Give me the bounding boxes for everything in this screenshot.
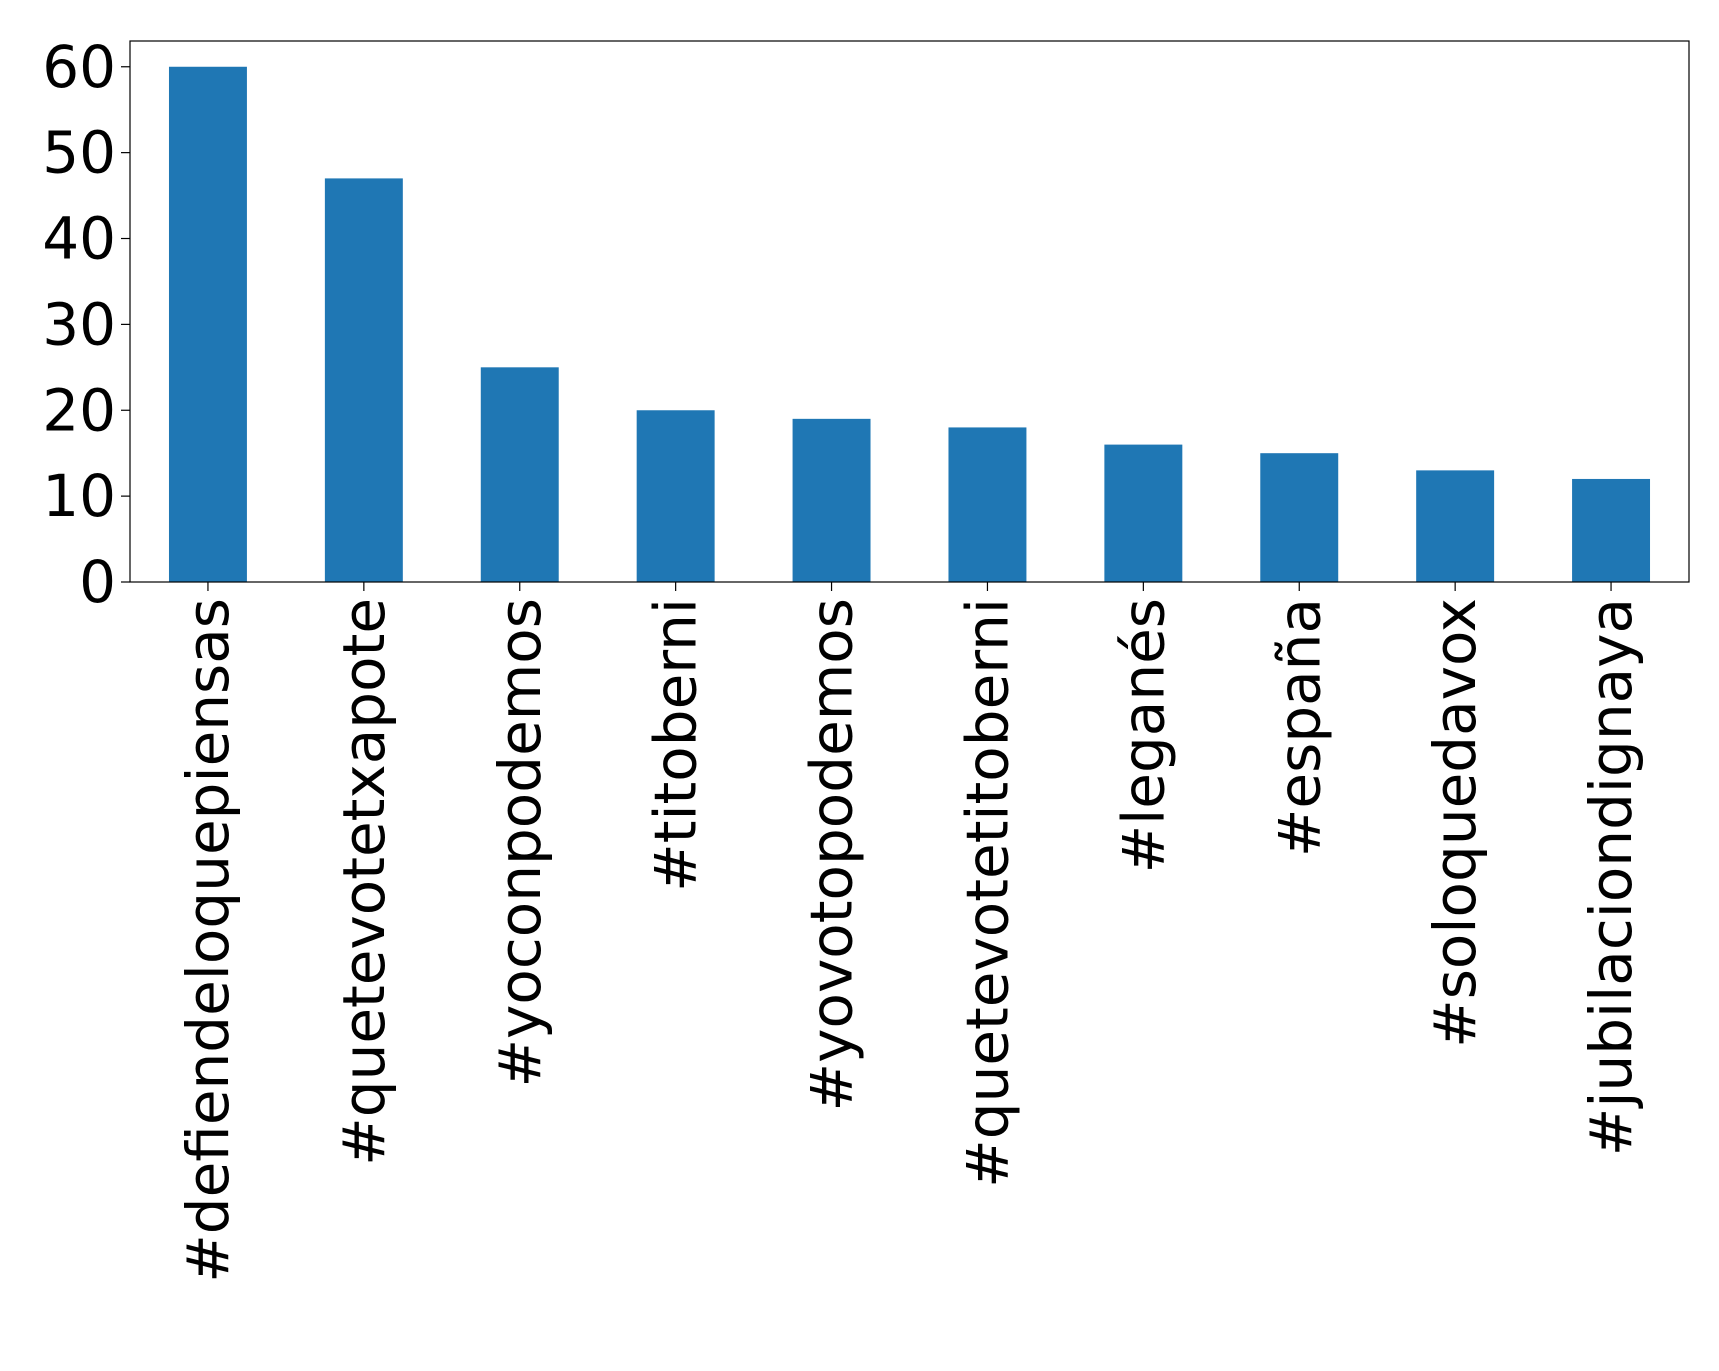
- y-tick-label-6: 60: [42, 33, 116, 101]
- bar-5: [948, 427, 1027, 582]
- x-tick-label-1: #quetevotetxapote: [330, 598, 398, 1166]
- x-tick-label-2: #yoconpodemos: [486, 598, 554, 1088]
- bars-layer: [168, 66, 1651, 582]
- y-tick-label-0: 0: [79, 548, 116, 616]
- x-tick-label-8: #soloquedavox: [1421, 598, 1489, 1048]
- bar-7: [1260, 453, 1339, 582]
- bar-9: [1572, 478, 1651, 582]
- y-axis-ticks: 0 10 20 30 40 50 60: [42, 33, 130, 616]
- bar-6: [1104, 444, 1183, 582]
- x-axis-ticks: #defiendeloquepiensas #quetevotetxapote #y…: [174, 582, 1645, 1283]
- bar-1: [324, 178, 403, 582]
- y-tick-label-4: 40: [42, 205, 116, 273]
- x-tick-label-3: #titoberni: [642, 598, 710, 892]
- bar-2: [480, 367, 559, 582]
- y-tick-label-5: 50: [42, 119, 116, 187]
- x-tick-label-7: #españa: [1265, 598, 1333, 857]
- bar-0: [168, 66, 247, 582]
- y-tick-label-3: 30: [42, 290, 116, 358]
- bar-8: [1416, 470, 1495, 582]
- bar-4: [792, 418, 871, 582]
- axes-layer: [129, 40, 1690, 583]
- y-tick-label-2: 20: [42, 376, 116, 444]
- x-tick-label-9: #jubilaciondignaya: [1577, 598, 1645, 1156]
- bar-3: [636, 410, 715, 582]
- x-tick-label-5: #quetevotetitoberni: [953, 598, 1021, 1188]
- x-tick-label-4: #yovotopodemos: [798, 598, 866, 1111]
- x-tick-label-0: #defiendeloquepiensas: [174, 598, 242, 1283]
- plot-frame: [129, 40, 1690, 583]
- y-tick-label-1: 10: [42, 462, 116, 530]
- x-tick-label-6: #leganés: [1109, 598, 1177, 873]
